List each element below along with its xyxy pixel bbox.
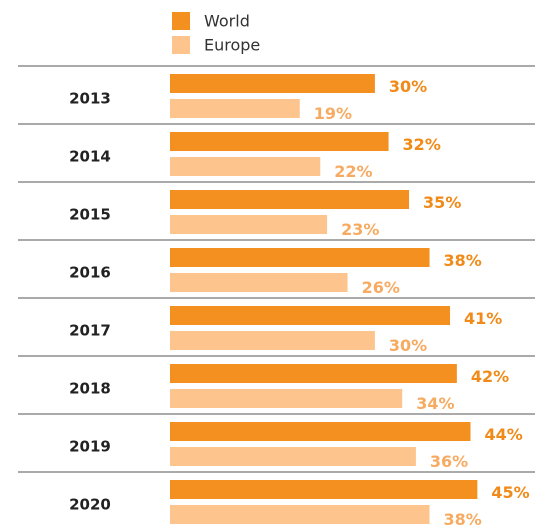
value-label: 42% bbox=[471, 367, 509, 386]
value-label: 19% bbox=[314, 104, 352, 123]
category-label: 2016 bbox=[69, 264, 111, 282]
category-label: 2014 bbox=[69, 148, 111, 166]
category-label: 2019 bbox=[69, 438, 111, 456]
legend-label: World bbox=[204, 12, 250, 31]
value-label: 30% bbox=[389, 336, 427, 355]
value-label: 34% bbox=[416, 394, 454, 413]
value-label: 38% bbox=[444, 510, 482, 525]
legend-swatch bbox=[172, 36, 190, 54]
bar bbox=[170, 99, 300, 118]
bar bbox=[170, 248, 430, 267]
value-label: 41% bbox=[464, 309, 502, 328]
category-label: 2013 bbox=[69, 90, 111, 108]
bar bbox=[170, 331, 375, 350]
bar bbox=[170, 273, 348, 292]
bar bbox=[170, 157, 321, 176]
bar bbox=[170, 505, 430, 524]
bar bbox=[170, 132, 389, 151]
bar bbox=[170, 364, 457, 383]
value-label: 26% bbox=[362, 278, 400, 297]
value-label: 38% bbox=[444, 251, 482, 270]
value-label: 23% bbox=[341, 220, 379, 239]
category-label: 2015 bbox=[69, 206, 111, 224]
bar bbox=[170, 389, 403, 408]
value-label: 44% bbox=[485, 425, 523, 444]
bar bbox=[170, 480, 478, 499]
value-label: 36% bbox=[430, 452, 468, 471]
bar bbox=[170, 74, 375, 93]
category-label: 2018 bbox=[69, 380, 111, 398]
value-label: 22% bbox=[334, 162, 372, 181]
category-label: 2017 bbox=[69, 322, 111, 340]
value-label: 32% bbox=[403, 135, 441, 154]
bar bbox=[170, 190, 410, 209]
legend-swatch bbox=[172, 12, 190, 30]
bar bbox=[170, 447, 416, 466]
legend-label: Europe bbox=[204, 36, 260, 55]
category-label: 2020 bbox=[69, 496, 111, 514]
value-label: 45% bbox=[491, 483, 529, 502]
bar bbox=[170, 422, 471, 441]
value-label: 30% bbox=[389, 77, 427, 96]
bar bbox=[170, 215, 328, 234]
bar bbox=[170, 306, 451, 325]
value-label: 35% bbox=[423, 193, 461, 212]
